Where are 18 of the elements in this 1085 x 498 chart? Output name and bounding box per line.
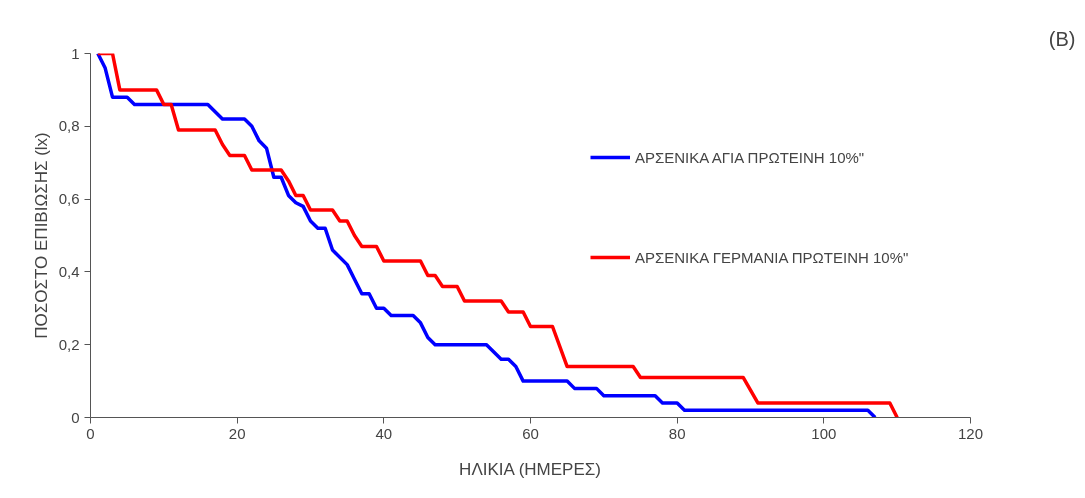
x-tick-label: 80 (668, 424, 686, 442)
legend-label: ΑΡΣΕΝΙΚΑ ΑΓΙΑ ΠΡΩΤΕΙΝΗ 10%" (635, 148, 865, 166)
y-tick-label: 0,6 (58, 190, 80, 208)
y-tick-label: 1 (71, 44, 80, 62)
y-tick-label: 0 (71, 408, 80, 426)
x-axis-title: ΗΛΙΚΙΑ (ΗΜΕΡΕΣ) (459, 459, 601, 479)
y-tick-label: 0,2 (58, 335, 80, 353)
x-tick-label: 20 (228, 424, 246, 442)
x-tick-label: 120 (957, 424, 984, 442)
y-tick-label: 0,8 (58, 117, 80, 135)
y-tick-label: 0,4 (58, 262, 80, 280)
legend-label: ΑΡΣΕΝΙΚΑ ΓΕΡΜΑΝΙΑ ΠΡΩΤΕΙΝΗ 10%" (635, 248, 909, 266)
x-tick-label: 100 (811, 424, 837, 442)
text: (B) (1048, 27, 1076, 50)
x-tick-label: 60 (522, 424, 539, 442)
y-axis-title: ΠΟΣΟΣΤΟ ΕΠΙΒΙΩΣΗΣ (lx) (31, 132, 51, 339)
x-tick-label: 0 (86, 424, 95, 442)
x-tick-label: 40 (375, 424, 393, 442)
